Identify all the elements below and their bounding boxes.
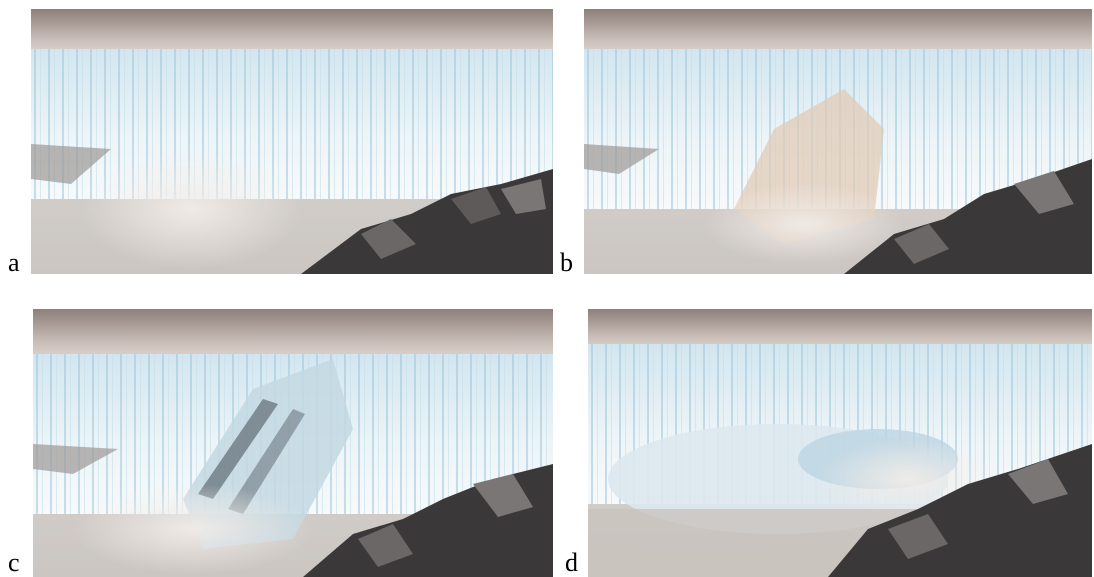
photo-panel-a xyxy=(31,9,553,274)
photo-panel-b xyxy=(584,9,1092,274)
photo-panel-c xyxy=(33,309,553,577)
panel-label-c: c xyxy=(8,548,20,577)
panel-label-d: d xyxy=(565,548,578,577)
panel-label-a: a xyxy=(8,248,20,277)
photo-panel-d xyxy=(588,309,1092,577)
panel-label-b: b xyxy=(560,248,573,277)
